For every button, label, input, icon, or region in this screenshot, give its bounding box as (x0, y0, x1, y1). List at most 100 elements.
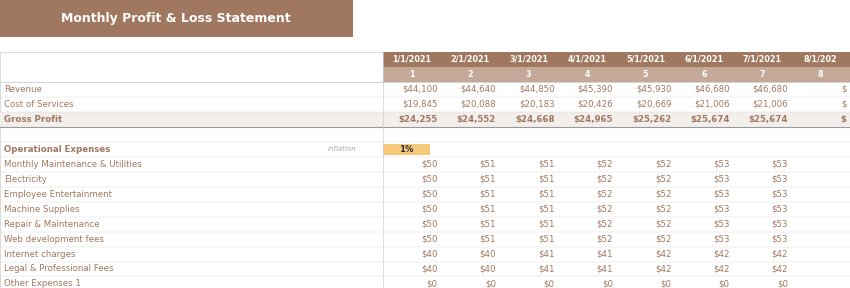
Text: $41: $41 (597, 249, 613, 259)
FancyBboxPatch shape (0, 52, 850, 288)
Text: $50: $50 (421, 175, 438, 184)
Text: $51: $51 (479, 160, 496, 169)
Text: $52: $52 (597, 234, 613, 244)
Text: Legal & Professional Fees: Legal & Professional Fees (4, 264, 114, 274)
Text: $40: $40 (479, 264, 496, 274)
Text: $21,006: $21,006 (694, 100, 729, 109)
FancyBboxPatch shape (382, 144, 430, 155)
Text: 1%: 1% (399, 145, 414, 154)
Text: $42: $42 (654, 249, 672, 259)
Text: Employee Entertainment: Employee Entertainment (4, 190, 112, 199)
Text: Internet charges: Internet charges (4, 249, 76, 259)
Text: $51: $51 (538, 175, 554, 184)
Text: $52: $52 (597, 219, 613, 229)
Text: $44,100: $44,100 (402, 85, 438, 94)
Text: $51: $51 (479, 234, 496, 244)
Text: Repair & Maintenance: Repair & Maintenance (4, 219, 99, 229)
Text: $41: $41 (538, 264, 554, 274)
Text: $52: $52 (654, 219, 672, 229)
Text: 7: 7 (760, 70, 765, 79)
Text: $: $ (842, 85, 847, 94)
Text: $46,680: $46,680 (694, 85, 729, 94)
Text: Monthly Maintenance & Utilities: Monthly Maintenance & Utilities (4, 160, 142, 169)
Text: Machine Supplies: Machine Supplies (4, 204, 80, 214)
Text: $40: $40 (421, 249, 438, 259)
Text: 8: 8 (818, 70, 824, 79)
Text: Web development fees: Web development fees (4, 234, 104, 244)
Text: $52: $52 (597, 204, 613, 214)
Text: $24,965: $24,965 (574, 115, 613, 124)
Text: $53: $53 (772, 219, 788, 229)
Text: $19,845: $19,845 (402, 100, 438, 109)
Text: $52: $52 (654, 190, 672, 199)
Text: $45,930: $45,930 (636, 85, 672, 94)
Text: $46,680: $46,680 (752, 85, 788, 94)
Text: $53: $53 (772, 204, 788, 214)
Text: $53: $53 (713, 160, 729, 169)
Text: $53: $53 (713, 234, 729, 244)
FancyBboxPatch shape (382, 52, 850, 67)
Text: $42: $42 (772, 264, 788, 274)
Text: 1: 1 (409, 70, 415, 79)
Text: $50: $50 (421, 219, 438, 229)
Text: $52: $52 (654, 234, 672, 244)
Text: $42: $42 (713, 264, 729, 274)
Text: $51: $51 (479, 204, 496, 214)
Text: 4/1/2021: 4/1/2021 (568, 55, 607, 64)
Text: $45,390: $45,390 (577, 85, 613, 94)
Text: Operational Expenses: Operational Expenses (4, 145, 110, 154)
Text: 7/1/2021: 7/1/2021 (743, 55, 782, 64)
Text: $50: $50 (421, 160, 438, 169)
Text: $44,640: $44,640 (461, 85, 496, 94)
Text: $42: $42 (654, 264, 672, 274)
Text: $20,669: $20,669 (636, 100, 672, 109)
Text: $51: $51 (538, 219, 554, 229)
Text: Monthly Profit & Loss Statement: Monthly Profit & Loss Statement (61, 12, 291, 25)
Text: $53: $53 (772, 234, 788, 244)
Text: $24,255: $24,255 (399, 115, 438, 124)
FancyBboxPatch shape (0, 0, 353, 37)
Text: 5: 5 (643, 70, 649, 79)
Text: Other Expenses 1: Other Expenses 1 (4, 279, 81, 288)
Text: $53: $53 (713, 175, 729, 184)
Text: 3/1/2021: 3/1/2021 (509, 55, 548, 64)
Text: $51: $51 (538, 160, 554, 169)
Text: $20,088: $20,088 (461, 100, 496, 109)
Text: 3: 3 (526, 70, 531, 79)
Text: $52: $52 (597, 190, 613, 199)
Text: $52: $52 (654, 204, 672, 214)
Text: 4: 4 (584, 70, 590, 79)
Text: 5/1/2021: 5/1/2021 (626, 55, 665, 64)
Text: $51: $51 (479, 175, 496, 184)
Text: 1/1/2021: 1/1/2021 (392, 55, 431, 64)
Text: Cost of Services: Cost of Services (4, 100, 74, 109)
Text: $40: $40 (479, 249, 496, 259)
Text: $51: $51 (538, 234, 554, 244)
Text: $53: $53 (772, 190, 788, 199)
Text: $24,552: $24,552 (456, 115, 496, 124)
Text: $21,006: $21,006 (752, 100, 788, 109)
Text: $52: $52 (654, 160, 672, 169)
Text: Electricity: Electricity (4, 175, 47, 184)
Text: $24,668: $24,668 (515, 115, 554, 124)
Text: $41: $41 (597, 264, 613, 274)
Text: $25,674: $25,674 (749, 115, 788, 124)
Text: $52: $52 (597, 175, 613, 184)
Text: Revenue: Revenue (4, 85, 43, 94)
Text: $20,183: $20,183 (518, 100, 554, 109)
Text: $53: $53 (713, 190, 729, 199)
Text: $50: $50 (421, 190, 438, 199)
Text: $50: $50 (421, 234, 438, 244)
FancyBboxPatch shape (382, 67, 850, 82)
Text: 6: 6 (701, 70, 706, 79)
Text: $51: $51 (538, 190, 554, 199)
Text: $51: $51 (479, 219, 496, 229)
Text: 8/1/202: 8/1/202 (804, 55, 837, 64)
Text: $: $ (842, 100, 847, 109)
Text: $20,426: $20,426 (577, 100, 613, 109)
Text: $53: $53 (713, 219, 729, 229)
Text: $0: $0 (777, 279, 788, 288)
Text: $0: $0 (543, 279, 554, 288)
Text: $25,262: $25,262 (632, 115, 672, 124)
Text: 2: 2 (468, 70, 473, 79)
